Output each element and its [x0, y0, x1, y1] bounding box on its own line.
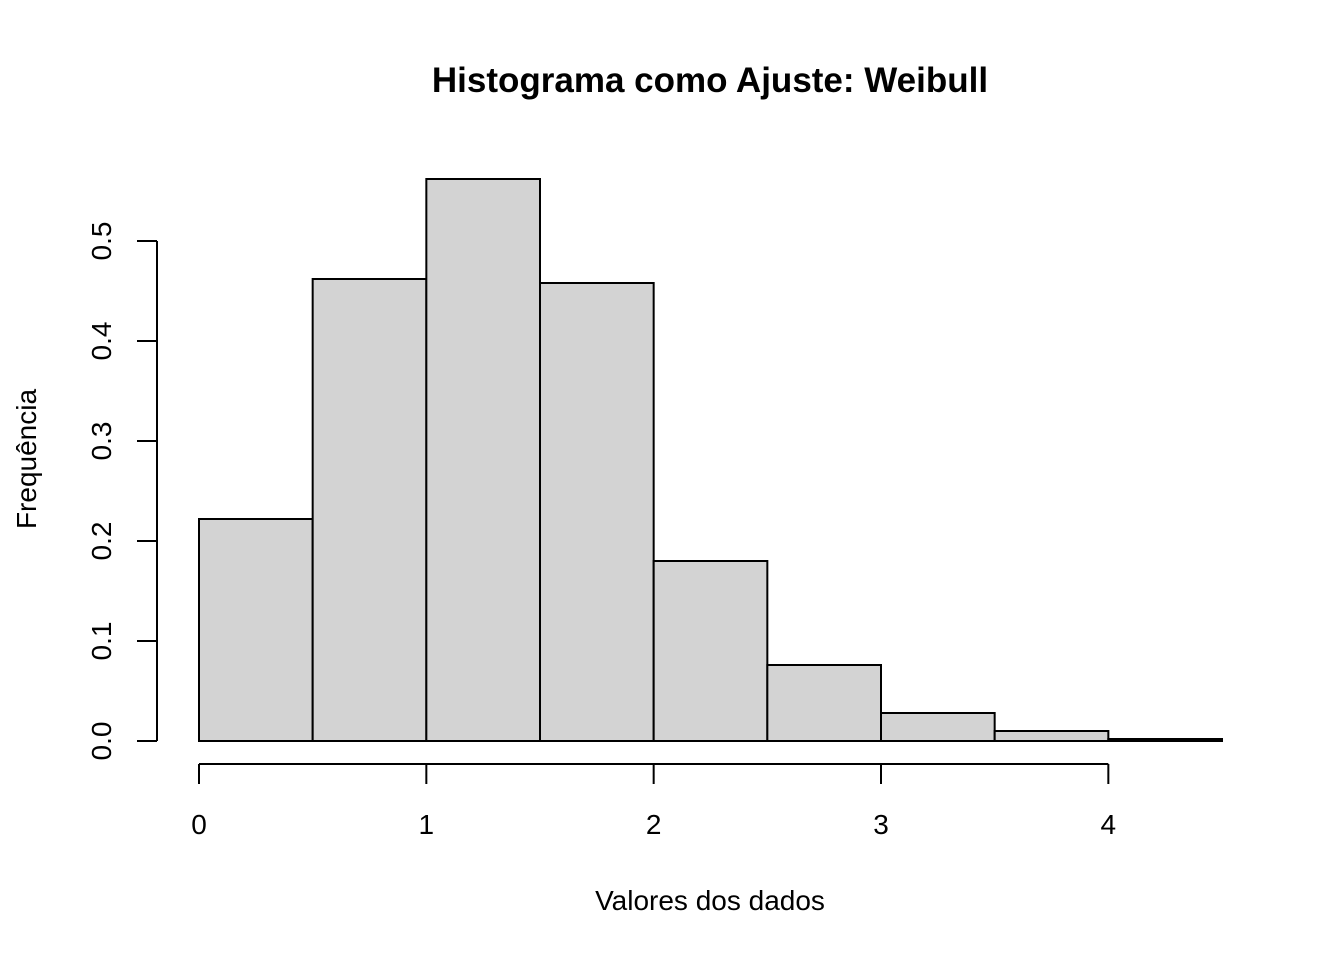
- histogram-bar: [311, 278, 428, 742]
- y-tick-label: 0.3: [86, 422, 117, 461]
- x-tick-label: 2: [646, 809, 662, 840]
- histogram-bar: [880, 712, 996, 742]
- histogram-bar: [198, 518, 314, 742]
- y-tick-label: 0.5: [86, 222, 117, 261]
- y-tick-label: 0.2: [86, 522, 117, 561]
- x-tick-label: 4: [1101, 809, 1117, 840]
- x-tick-label: 1: [419, 809, 435, 840]
- histogram-bar: [1107, 738, 1224, 742]
- y-axis-label: Frequência: [11, 389, 42, 530]
- y-axis: 0.0 0.1 0.2 0.3 0.4 0.5: [86, 222, 158, 761]
- x-axis: 0 1 2 3 4: [191, 763, 1117, 840]
- x-tick-label: 3: [873, 809, 889, 840]
- bars-group: [198, 178, 1224, 742]
- histogram-bar: [993, 730, 1110, 742]
- x-tick-label: 0: [191, 809, 207, 840]
- y-tick-label: 0.1: [86, 622, 117, 661]
- y-tick-label: 0.0: [86, 722, 117, 761]
- histogram-bar: [652, 560, 769, 742]
- histogram-bar: [766, 664, 882, 742]
- y-tick-label: 0.4: [86, 322, 117, 361]
- x-axis-label: Valores dos dados: [595, 885, 825, 916]
- chart-title: Histograma como Ajuste: Weibull: [432, 61, 988, 100]
- histogram-bar: [539, 282, 655, 742]
- histogram-bar: [425, 178, 542, 742]
